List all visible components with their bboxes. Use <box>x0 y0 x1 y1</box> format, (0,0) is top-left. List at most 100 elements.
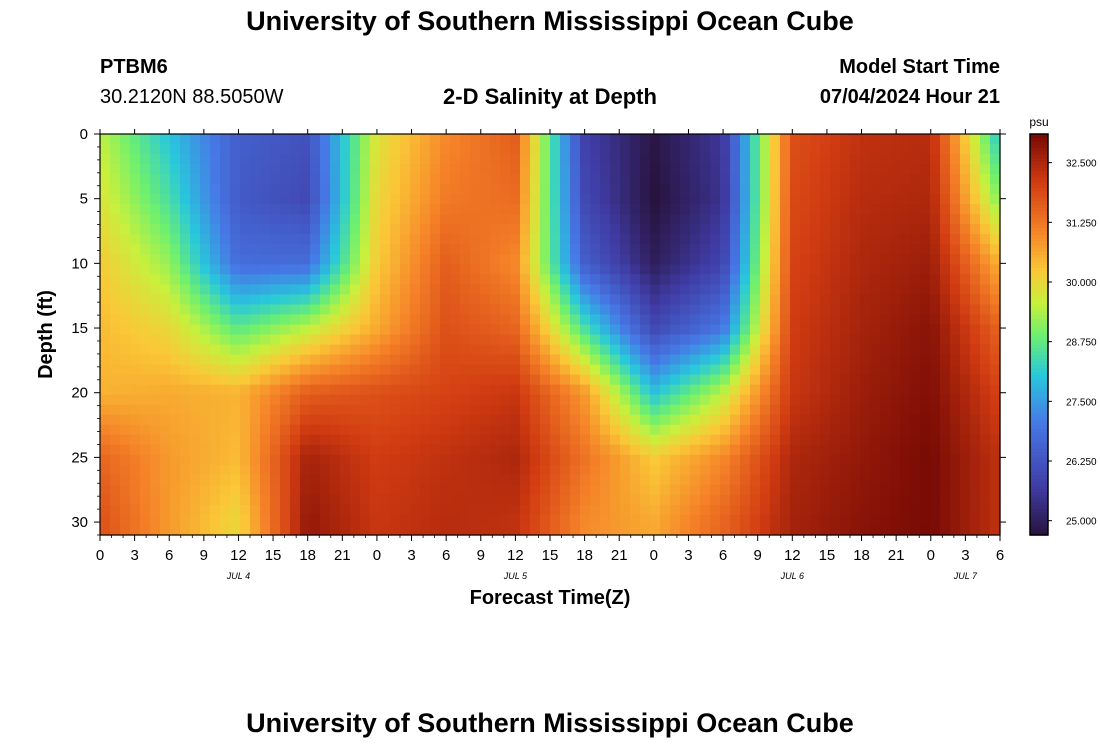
heatmap-cell <box>640 464 651 476</box>
heatmap-cell <box>180 174 191 185</box>
heatmap-cell <box>240 334 251 346</box>
heatmap-cell <box>510 154 521 165</box>
y-tick-label: 10 <box>71 255 88 272</box>
heatmap-cell <box>260 424 271 436</box>
heatmap-cell <box>710 194 721 205</box>
heatmap-cell <box>490 154 501 165</box>
heatmap-cell <box>300 444 311 456</box>
heatmap-cell <box>630 304 641 316</box>
heatmap-cell <box>720 134 731 145</box>
heatmap-cell <box>470 324 481 336</box>
heatmap-cell <box>190 464 201 476</box>
heatmap-cell <box>990 294 1001 306</box>
heatmap-cell <box>580 324 591 336</box>
heatmap-cell <box>280 244 291 255</box>
heatmap-cell <box>330 514 341 526</box>
heatmap-cell <box>290 154 301 165</box>
heatmap-cell <box>440 384 451 396</box>
heatmap-cell <box>430 254 441 265</box>
heatmap-cell <box>950 374 961 386</box>
heatmap-cell <box>560 264 571 275</box>
heatmap-cell <box>670 304 681 316</box>
heatmap-cell <box>720 394 731 406</box>
heatmap-cell <box>340 424 351 436</box>
heatmap-cell <box>430 264 441 275</box>
heatmap-cell <box>660 264 671 275</box>
heatmap-cell <box>770 324 781 336</box>
heatmap-cell <box>320 494 331 506</box>
heatmap-cell <box>270 394 281 406</box>
heatmap-cell <box>560 144 571 155</box>
heatmap-cell <box>970 334 981 346</box>
heatmap-cell <box>660 194 671 205</box>
heatmap-cell <box>440 144 451 155</box>
heatmap-cell <box>520 414 531 426</box>
heatmap-cell <box>910 164 921 175</box>
colorbar-segment <box>1030 367 1048 372</box>
heatmap-cell <box>770 334 781 346</box>
heatmap-cell <box>300 254 311 265</box>
heatmap-cell <box>730 384 741 396</box>
heatmap-cell <box>540 164 551 175</box>
heatmap-cell <box>970 164 981 175</box>
heatmap-cell <box>990 414 1001 426</box>
heatmap-cell <box>870 514 881 526</box>
heatmap-cell <box>210 324 221 336</box>
heatmap-cell <box>100 424 111 436</box>
heatmap-cell <box>510 374 521 386</box>
heatmap-cell <box>940 494 951 506</box>
heatmap-cell <box>280 224 291 235</box>
heatmap-cell <box>280 264 291 275</box>
heatmap-cell <box>110 374 121 386</box>
heatmap-cell <box>630 344 641 356</box>
heatmap-cell <box>760 164 771 175</box>
heatmap-cell <box>850 414 861 426</box>
heatmap-cell <box>440 524 451 536</box>
heatmap-cell <box>640 284 651 296</box>
heatmap-cell <box>910 354 921 366</box>
heatmap-cell <box>960 264 971 275</box>
heatmap-cell <box>900 224 911 235</box>
heatmap-cell <box>600 214 611 225</box>
heatmap-cell <box>270 244 281 255</box>
colorbar-segment <box>1030 250 1048 255</box>
heatmap-cell <box>210 524 221 536</box>
heatmap-cell <box>590 174 601 185</box>
heatmap-cell <box>530 364 541 376</box>
colorbar-segment <box>1030 444 1048 449</box>
heatmap-cell <box>520 524 531 536</box>
heatmap-cell <box>970 494 981 506</box>
heatmap-cell <box>760 224 771 235</box>
heatmap-cell <box>840 424 851 436</box>
heatmap-cell <box>910 174 921 185</box>
heatmap-cell <box>670 294 681 306</box>
heatmap-cell <box>800 484 811 496</box>
heatmap-cell <box>780 154 791 165</box>
heatmap-cell <box>220 224 231 235</box>
heatmap-cell <box>630 314 641 326</box>
heatmap-cell <box>260 484 271 496</box>
heatmap-cell <box>500 314 511 326</box>
heatmap-cell <box>880 334 891 346</box>
heatmap-cell <box>400 334 411 346</box>
heatmap-cell <box>280 404 291 416</box>
heatmap-cell <box>620 514 631 526</box>
heatmap-cell <box>960 384 971 396</box>
heatmap-cell <box>880 294 891 306</box>
heatmap-cell <box>250 344 261 356</box>
heatmap-cell <box>800 134 811 145</box>
heatmap-cell <box>400 234 411 245</box>
heatmap-cell <box>490 334 501 346</box>
heatmap-cell <box>870 134 881 145</box>
heatmap-cell <box>780 134 791 145</box>
heatmap-cell <box>680 524 691 536</box>
heatmap-cell <box>340 184 351 195</box>
heatmap-cell <box>740 344 751 356</box>
heatmap-cell <box>830 284 841 296</box>
heatmap-cell <box>550 234 561 245</box>
heatmap-cell <box>410 474 421 486</box>
heatmap-cell <box>190 194 201 205</box>
heatmap-cell <box>310 294 321 306</box>
heatmap-cell <box>550 314 561 326</box>
heatmap-cell <box>350 284 361 296</box>
